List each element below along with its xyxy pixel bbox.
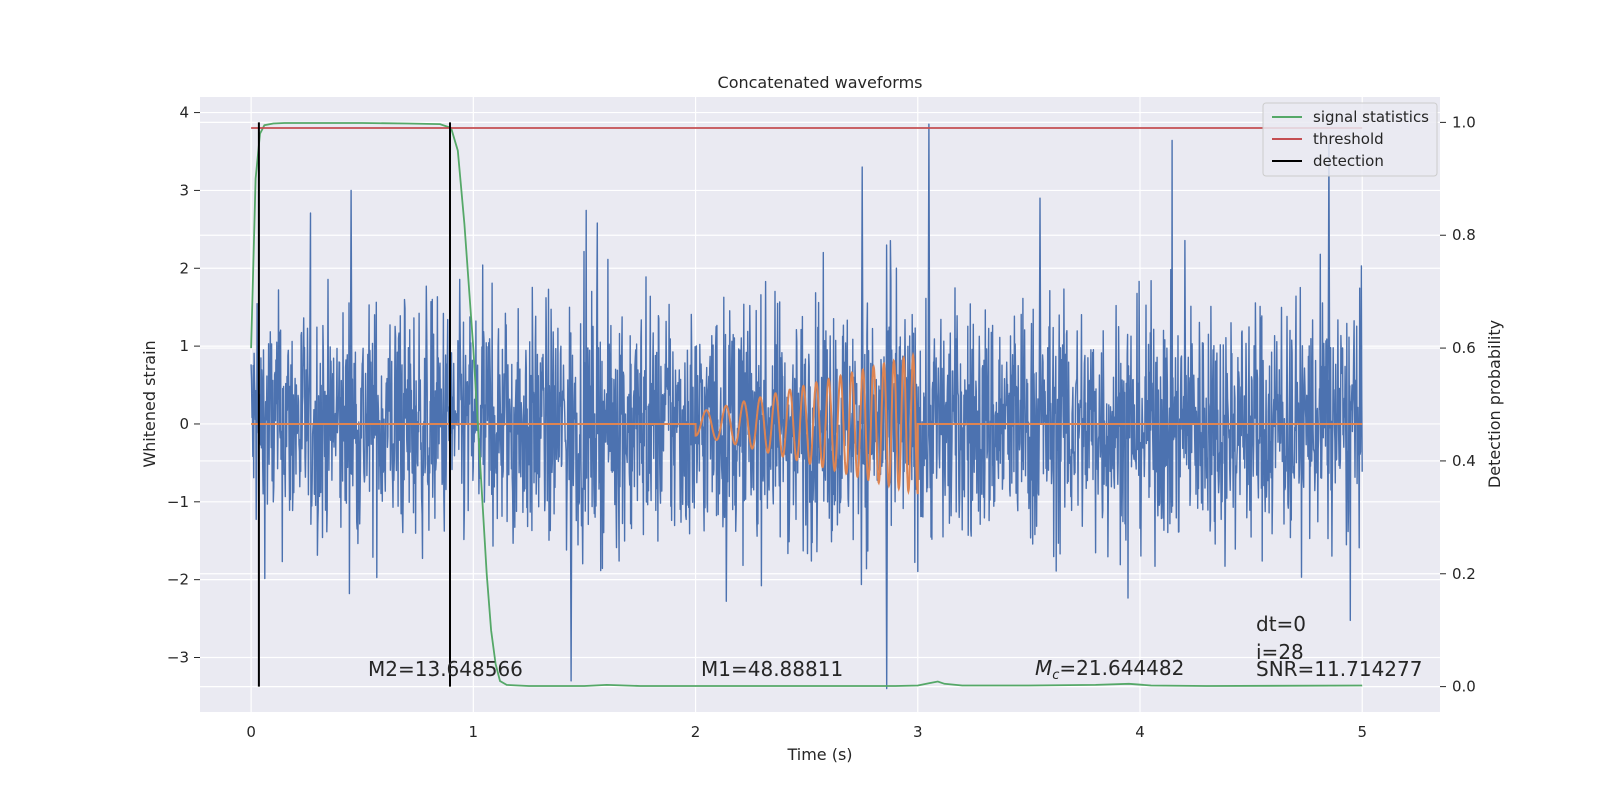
y-axis-label-left: Whitened strain	[140, 340, 159, 467]
annotation-mc-value: =21.644482	[1059, 656, 1184, 680]
y-tick-label-right: 0.2	[1452, 565, 1476, 583]
y-tick-label-right: 0.4	[1452, 452, 1476, 470]
annotation-snr: SNR=11.714277	[1256, 657, 1422, 681]
y-tick-label-left: 3	[179, 181, 189, 199]
y-tick-label-left: 2	[179, 259, 189, 277]
annotation-mc-symbol: M	[1035, 656, 1052, 680]
signal-statistics-series	[250, 122, 1363, 687]
x-axis-label: Time (s)	[786, 745, 852, 764]
legend-label: signal statistics	[1313, 108, 1429, 126]
waveform-series	[251, 351, 1363, 496]
y-tick-label-left: −2	[167, 571, 189, 589]
legend-box	[1262, 102, 1438, 177]
x-tick-label: 2	[691, 723, 701, 741]
legend: signal statistics threshold detection	[1262, 102, 1438, 177]
x-tick-label: 4	[1135, 723, 1145, 741]
chart-title: Concatenated waveforms	[718, 73, 923, 92]
annotation-m2: M2=13.648566	[368, 657, 523, 681]
y-tick-label-right: 1.0	[1452, 113, 1476, 131]
y-tick-label-right: 0.0	[1452, 678, 1476, 696]
annotation-mc-subscript: c	[1052, 668, 1059, 683]
y-tick-label-left: 1	[179, 337, 189, 355]
y-tick-label-left: −3	[167, 649, 189, 667]
annotations: M2=13.648566 M1=48.88811 Mc=21.644482 dt…	[368, 612, 1422, 683]
annotation-mc: Mc=21.644482	[1035, 656, 1184, 683]
legend-label: threshold	[1313, 130, 1384, 148]
y-tick-label-left: 4	[179, 104, 189, 122]
annotation-dt: dt=0	[1256, 612, 1306, 636]
detection-series	[257, 122, 451, 687]
annotation-index: i=28	[1256, 640, 1304, 664]
y-tick-label-left: 0	[179, 415, 189, 433]
axes: 0 1 2 3 4 5 −3 −2 −1 0 1 2 3 4 0.0 0.2 0.4 0.6 0.8 1.0	[167, 104, 1476, 741]
y-axis-label-right: Detection probability	[1485, 320, 1504, 488]
data-layer	[250, 122, 1363, 690]
annotation-m1: M1=48.88811	[701, 657, 843, 681]
y-tick-label-right: 0.6	[1452, 339, 1476, 357]
y-tick-label-right: 0.8	[1452, 226, 1476, 244]
x-tick-label: 5	[1357, 723, 1367, 741]
x-tick-label: 0	[246, 723, 256, 741]
y-tick-label-left: −1	[167, 493, 189, 511]
legend-label: detection	[1313, 152, 1384, 170]
x-tick-label: 3	[913, 723, 923, 741]
x-tick-label: 1	[469, 723, 479, 741]
